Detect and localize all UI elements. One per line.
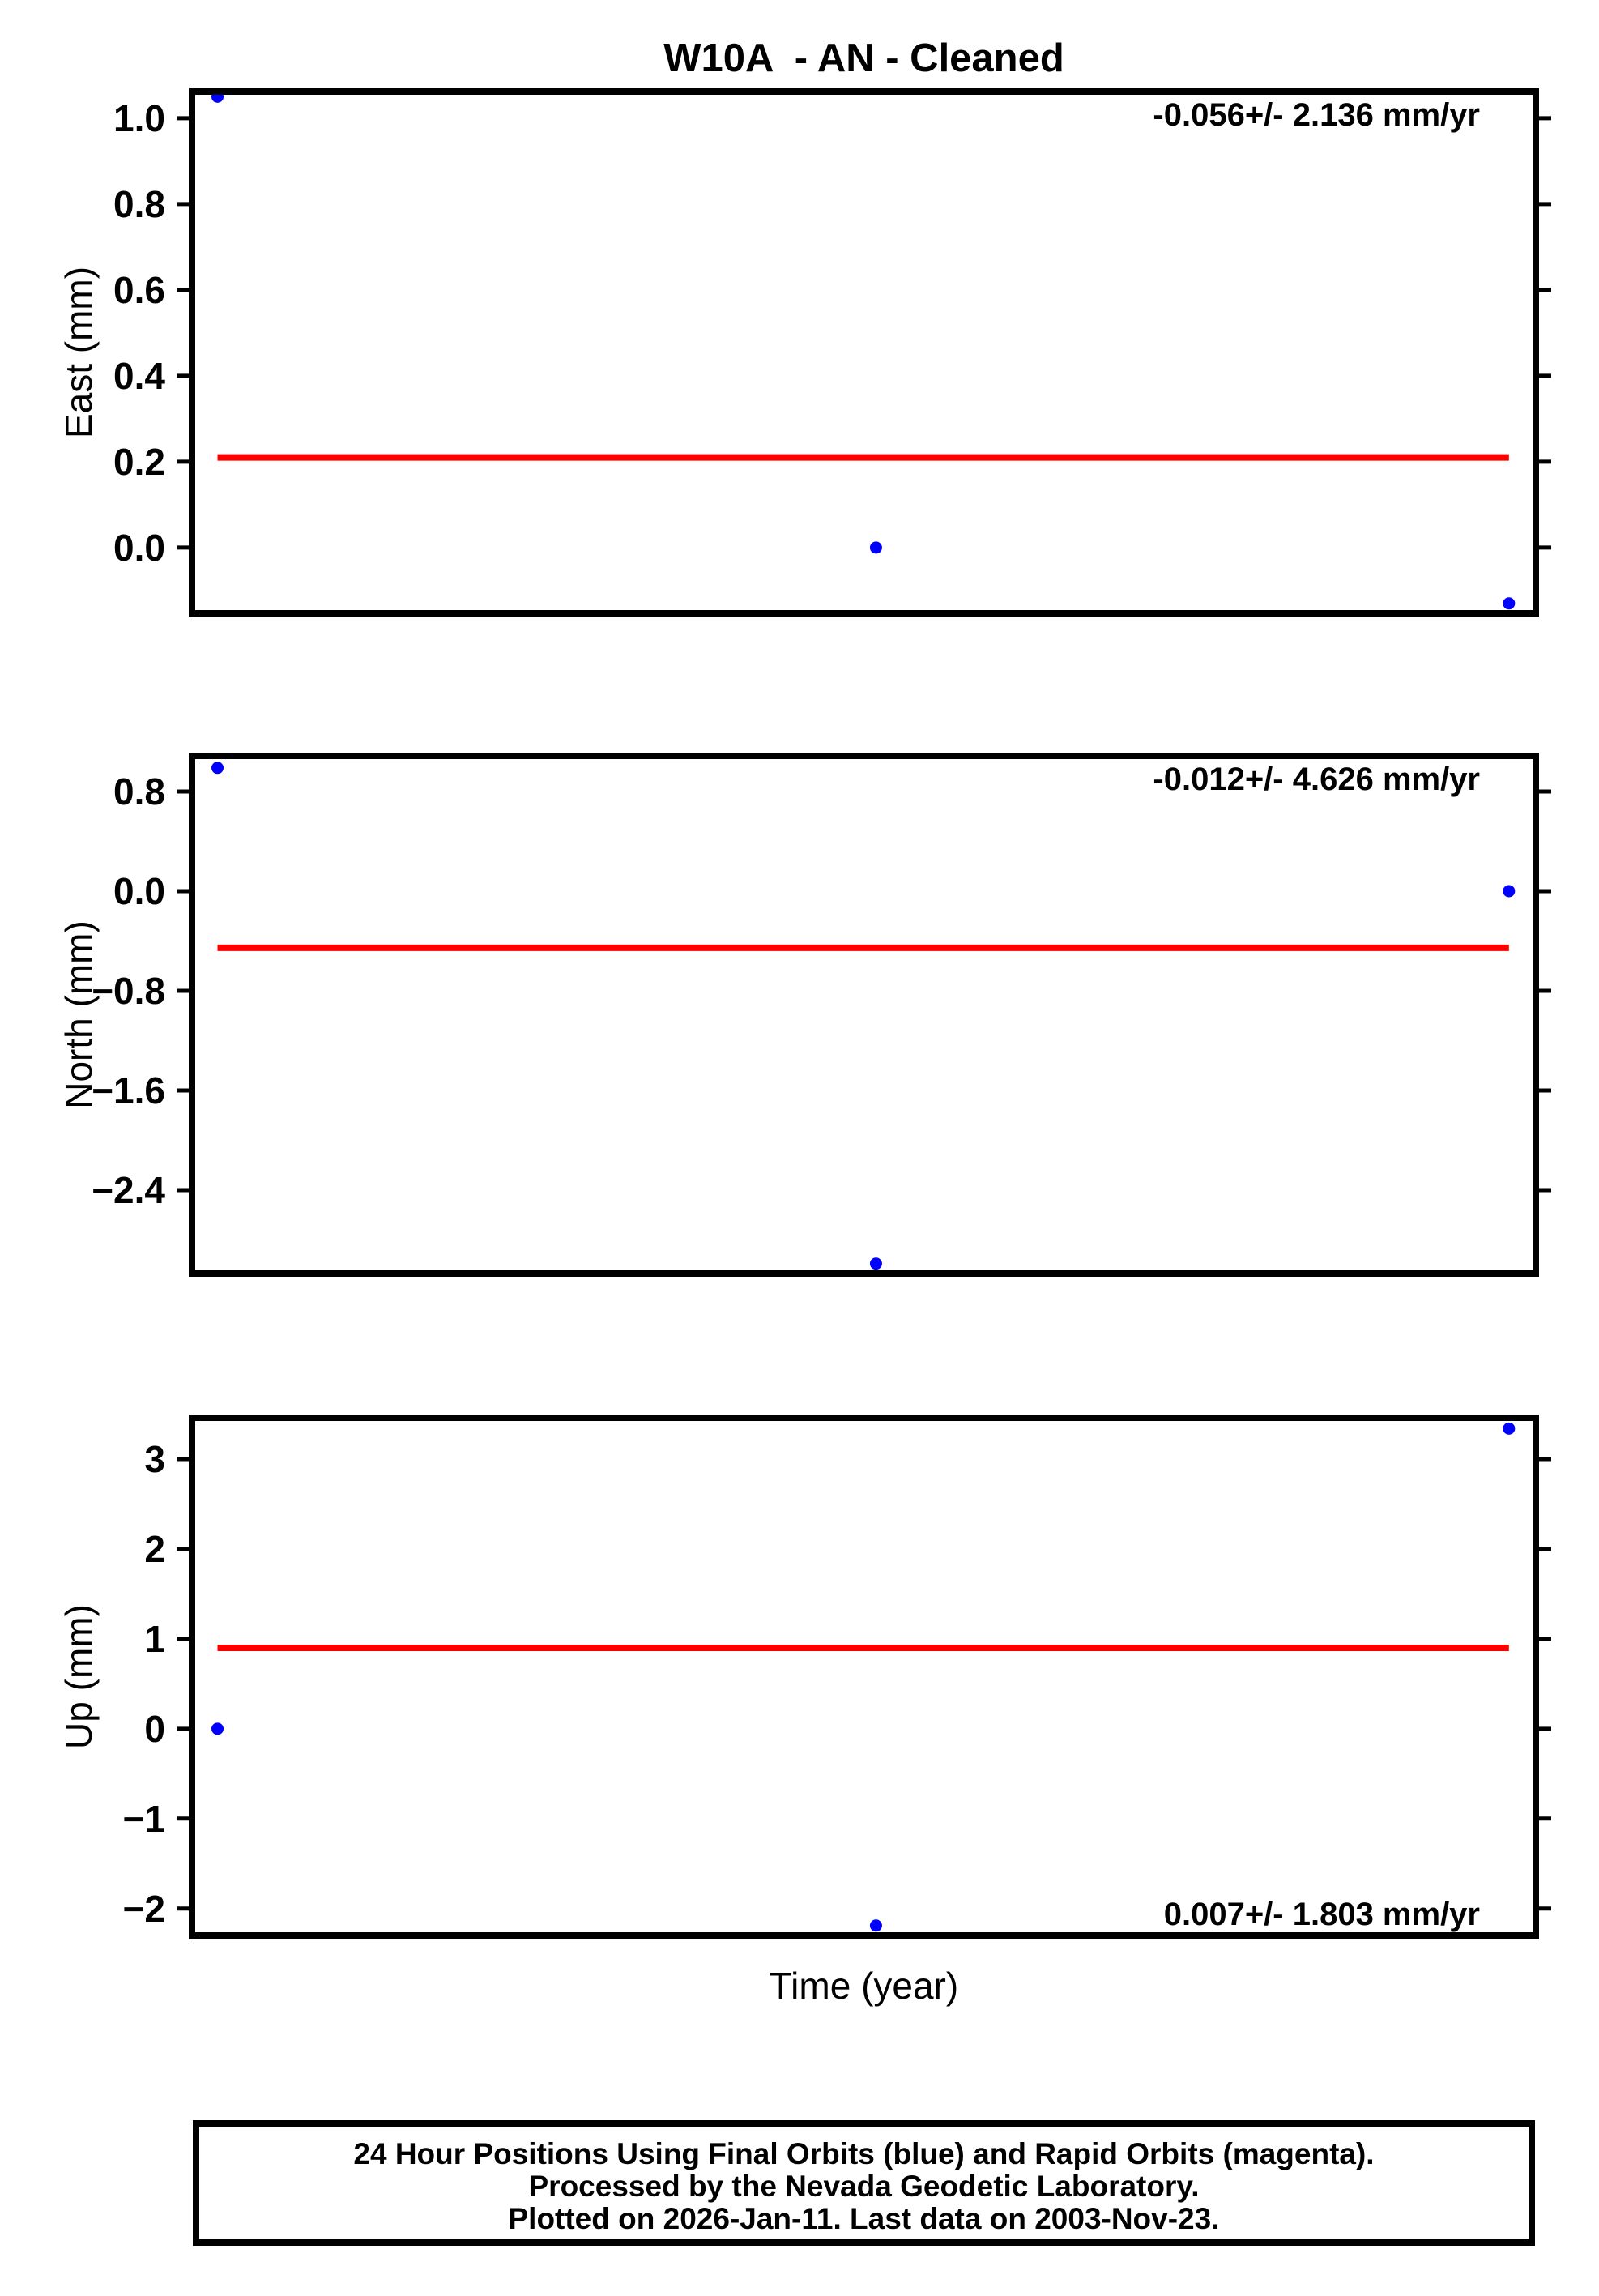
y-tick-label: −2.4	[92, 1169, 165, 1211]
y-tick-label: 1	[144, 1618, 165, 1660]
y-tick-label: 0.4	[113, 355, 165, 397]
footer-line-3: Plotted on 2026-Jan-11. Last data on 200…	[508, 2202, 1220, 2235]
y-tick-label: 3	[144, 1438, 165, 1480]
y-tick-label: 0.2	[113, 441, 165, 483]
y-tick-label: −1	[123, 1798, 165, 1840]
data-point	[869, 1257, 882, 1270]
y-tick-label: 0	[144, 1708, 165, 1750]
data-point	[211, 1722, 224, 1735]
data-point	[1503, 1422, 1516, 1435]
plot-frame	[189, 88, 1539, 617]
y-tick-label: 0.6	[113, 269, 165, 311]
y-tick-label: −0.8	[92, 970, 165, 1012]
y-tick-label: 1.0	[113, 97, 165, 139]
data-point	[869, 541, 882, 554]
y-tick-label: −1.6	[92, 1069, 165, 1112]
y-tick-label: 2	[144, 1528, 165, 1570]
rate-annotation: -0.012+/- 4.626 mm/yr	[1153, 762, 1480, 797]
data-point	[1503, 597, 1516, 610]
y-axis-title: North (mm)	[58, 920, 100, 1109]
footer-line-2: Processed by the Nevada Geodetic Laborat…	[528, 2170, 1200, 2203]
subplot-north: 0.8 0.0 −0.8 −1.6 −2.4 -0.012+/- 4.626 mm/yr N…	[58, 753, 1551, 1277]
footer-line-1: 24 Hour Positions Using Final Orbits (bl…	[353, 2137, 1375, 2170]
y-tick-label: 0.0	[113, 527, 165, 569]
y-axis-title: East (mm)	[58, 267, 100, 438]
y-tick-label: 0.8	[113, 770, 165, 813]
rate-annotation: 0.007+/- 1.803 mm/yr	[1164, 1897, 1480, 1932]
plot-title: W10A - AN - Cleaned	[663, 36, 1064, 80]
footer-box: 24 Hour Positions Using Final Orbits (bl…	[193, 2120, 1535, 2246]
subplot-up: 3 2 1 0 −1 −2 0.007+/- 1.803 mm/yr Up (mm)	[58, 1415, 1551, 1939]
x-axis-label: Time (year)	[769, 1965, 959, 2007]
subplot-east: 1.0 0.8 0.6 0.4 0.2 0.0 -0.056+/- 2.136 mm/yr E…	[58, 88, 1551, 617]
y-tick-label: 0.8	[113, 183, 165, 225]
data-point	[869, 1919, 882, 1932]
y-tick-label: −2	[123, 1888, 165, 1930]
data-point	[1503, 885, 1516, 898]
rate-annotation: -0.056+/- 2.136 mm/yr	[1153, 97, 1480, 133]
data-point	[211, 762, 224, 775]
plot-frame	[189, 1415, 1539, 1939]
y-tick-label: 0.0	[113, 870, 165, 912]
plot-frame	[189, 753, 1539, 1277]
y-axis-title: Up (mm)	[58, 1604, 100, 1749]
